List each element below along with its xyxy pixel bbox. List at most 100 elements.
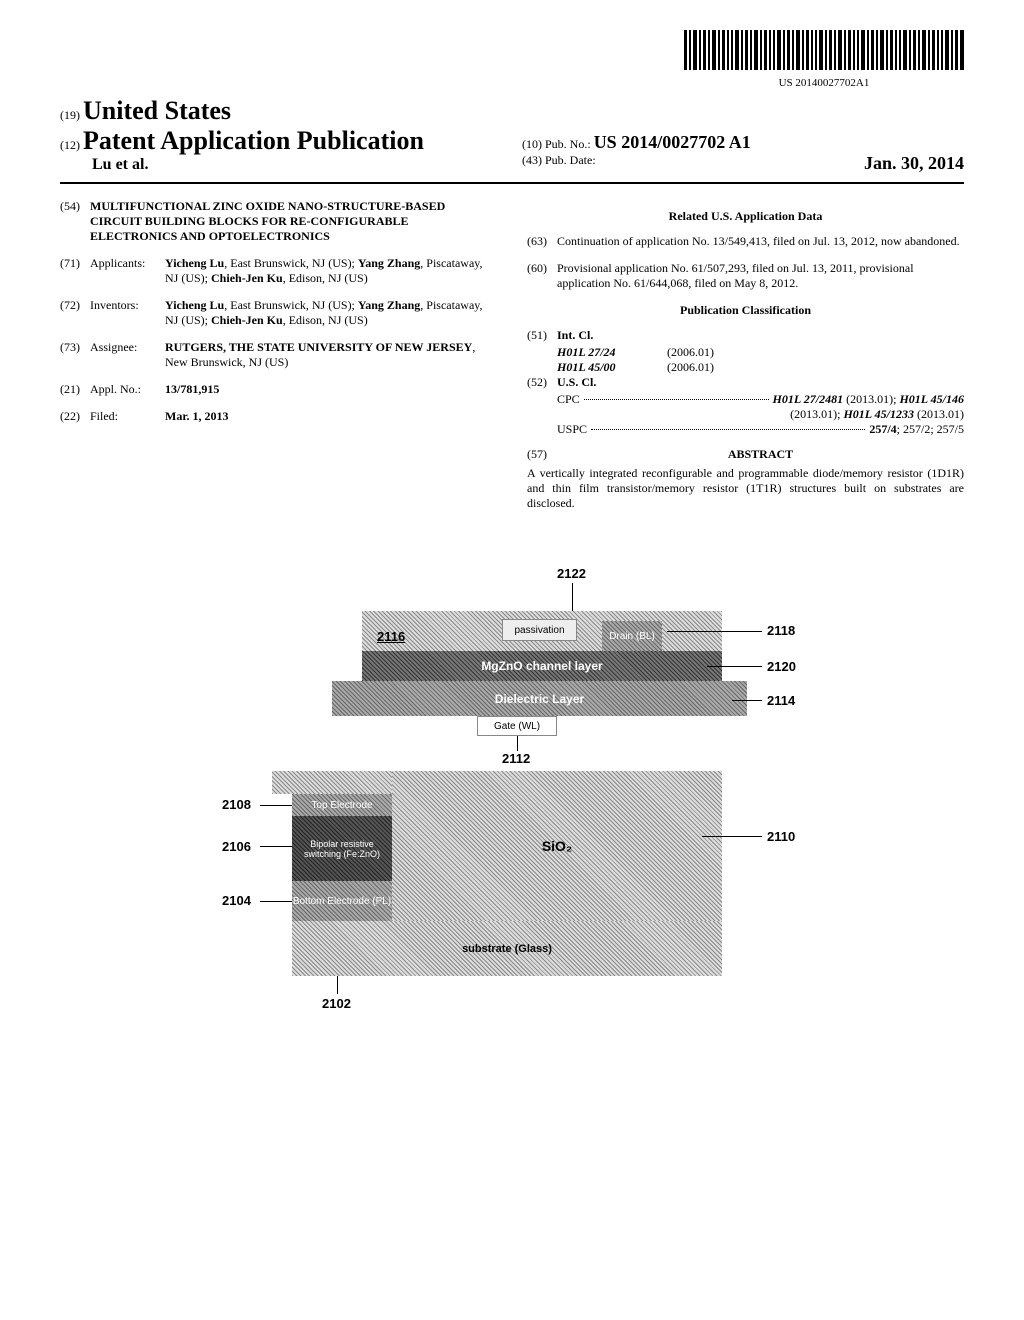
label-2116: 2116 [377, 629, 405, 644]
sio2-layer: SiO₂ [392, 771, 722, 921]
uscl-label: U.S. Cl. [557, 375, 596, 389]
cpc-line: CPC H01L 27/2481 (2013.01); H01L 45/146 [557, 392, 964, 407]
field-num-63: (63) [527, 234, 557, 249]
pub-no-line: (10) Pub. No.: US 2014/0027702 A1 [522, 132, 964, 153]
intcl-2: H01L 45/00 (2006.01) [557, 360, 964, 375]
bipolar-layer: Bipolar resistive switching (Fe:ZnO) [292, 816, 392, 881]
field-num-60: (60) [527, 261, 557, 291]
field-22: (22) Filed: Mar. 1, 2013 [60, 409, 497, 424]
country-line: (19) United States [60, 96, 502, 126]
lead-2104 [260, 901, 292, 902]
field-num-57: (57) [527, 447, 557, 462]
invention-title: MULTIFUNCTIONAL ZINC OXIDE NANO-STRUCTUR… [90, 199, 497, 244]
label-2106: 2106 [222, 839, 251, 854]
abstract-text: A vertically integrated reconfigurable a… [527, 466, 964, 511]
label-2120: 2120 [767, 659, 796, 674]
uscl-list: CPC H01L 27/2481 (2013.01); H01L 45/146 … [527, 392, 964, 437]
label-2112: 2112 [502, 751, 530, 766]
country-name: United States [83, 96, 231, 125]
f63-content: Continuation of application No. 13/549,4… [557, 234, 964, 249]
lead-2118 [667, 631, 762, 632]
code-19: (19) [60, 108, 80, 122]
inventors-content: Yicheng Lu, East Brunswick, NJ (US); Yan… [165, 298, 497, 328]
lead-2112 [517, 736, 518, 751]
applno-label: Appl. No.: [90, 382, 165, 397]
bottom-electrode-label: Bottom Electrode (PL) [293, 896, 391, 907]
field-52: (52) U.S. Cl. [527, 375, 964, 390]
pub-no: US 2014/0027702 A1 [594, 132, 751, 152]
patent-page: US 20140027702A1 (19) United States (12)… [0, 0, 1024, 1056]
barcode-section: US 20140027702A1 [60, 30, 964, 91]
field-57: (57) ABSTRACT [527, 447, 964, 462]
figure-container: substrate (Glass) Bottom Electrode (PL) … [60, 541, 964, 1026]
cpc-content: H01L 27/2481 (2013.01); H01L 45/146 [773, 392, 964, 407]
field-num-72: (72) [60, 298, 90, 328]
field-num-52: (52) [527, 375, 557, 390]
figure: substrate (Glass) Bottom Electrode (PL) … [202, 541, 822, 1021]
field-num-54: (54) [60, 199, 90, 244]
field-num-21: (21) [60, 382, 90, 397]
label-2114: 2114 [767, 693, 795, 708]
code-10: (10) [522, 137, 542, 151]
bottom-electrode-layer: Bottom Electrode (PL) [292, 881, 392, 921]
substrate-label: substrate (Glass) [462, 943, 552, 955]
pub-date-line: (43) Pub. Date: Jan. 30, 2014 [522, 153, 964, 174]
top-electrode-label: Top Electrode [311, 800, 372, 811]
header-row: (19) United States (12) Patent Applicati… [60, 96, 964, 184]
barcode-icon [684, 30, 964, 70]
assignee-label: Assignee: [90, 340, 165, 370]
field-num-22: (22) [60, 409, 90, 424]
code-12: (12) [60, 138, 80, 152]
field-60: (60) Provisional application No. 61/507,… [527, 261, 964, 291]
lead-2110 [702, 836, 762, 837]
label-2102: 2102 [322, 996, 351, 1011]
field-71: (71) Applicants: Yicheng Lu, East Brunsw… [60, 256, 497, 286]
intcl-label: Int. Cl. [557, 328, 593, 342]
author-line: Lu et al. [60, 156, 502, 174]
filed-label: Filed: [90, 409, 165, 424]
uspc-content: 257/4; 257/2; 257/5 [869, 422, 964, 437]
left-column: (54) MULTIFUNCTIONAL ZINC OXIDE NANO-STR… [60, 199, 497, 511]
substrate-layer: substrate (Glass) [292, 921, 722, 976]
applicants-label: Applicants: [90, 256, 165, 286]
related-heading: Related U.S. Application Data [527, 209, 964, 224]
inventors-label: Inventors: [90, 298, 165, 328]
drain-label: Drain (BL) [609, 631, 655, 642]
channel-layer: MgZnO channel layer [362, 651, 722, 681]
label-2104: 2104 [222, 893, 251, 908]
lead-2102 [337, 976, 338, 994]
sio2-label: SiO₂ [542, 838, 572, 854]
label-2110: 2110 [767, 829, 795, 844]
dielectric-layer: Dielectric Layer [332, 681, 747, 716]
pub-date-label: Pub. Date: [545, 153, 596, 167]
intcl2-year: (2006.01) [667, 360, 714, 375]
passivation-label: passivation [514, 625, 564, 636]
applno-content: 13/781,915 [165, 382, 497, 397]
label-2108: 2108 [222, 797, 251, 812]
pub-type: Patent Application Publication [83, 126, 424, 155]
lead-2114 [732, 700, 762, 701]
pub-no-label: Pub. No.: [545, 137, 591, 151]
drain-layer: Drain (BL) [602, 621, 662, 651]
pub-type-line: (12) Patent Application Publication [60, 126, 502, 156]
code-43: (43) [522, 153, 542, 167]
filed-content: Mar. 1, 2013 [165, 409, 497, 424]
classification-heading: Publication Classification [527, 303, 964, 318]
barcode-number: US 20140027702A1 [684, 77, 964, 89]
uspc-line: USPC 257/4; 257/2; 257/5 [557, 422, 964, 437]
field-63: (63) Continuation of application No. 13/… [527, 234, 964, 249]
field-72: (72) Inventors: Yicheng Lu, East Brunswi… [60, 298, 497, 328]
right-column: Related U.S. Application Data (63) Conti… [527, 199, 964, 511]
intcl1-code: H01L 27/24 [557, 345, 667, 360]
intcl-1: H01L 27/24 (2006.01) [557, 345, 964, 360]
field-54: (54) MULTIFUNCTIONAL ZINC OXIDE NANO-STR… [60, 199, 497, 244]
header-left: (19) United States (12) Patent Applicati… [60, 96, 502, 174]
columns: (54) MULTIFUNCTIONAL ZINC OXIDE NANO-STR… [60, 199, 964, 511]
f60-content: Provisional application No. 61/507,293, … [557, 261, 964, 291]
sio2-overhang [272, 771, 392, 794]
channel-label: MgZnO channel layer [481, 659, 602, 673]
dotted-line-icon2 [591, 429, 865, 430]
lead-2120 [707, 666, 762, 667]
header-right: (10) Pub. No.: US 2014/0027702 A1 (43) P… [502, 132, 964, 174]
pub-date: Jan. 30, 2014 [864, 153, 964, 174]
